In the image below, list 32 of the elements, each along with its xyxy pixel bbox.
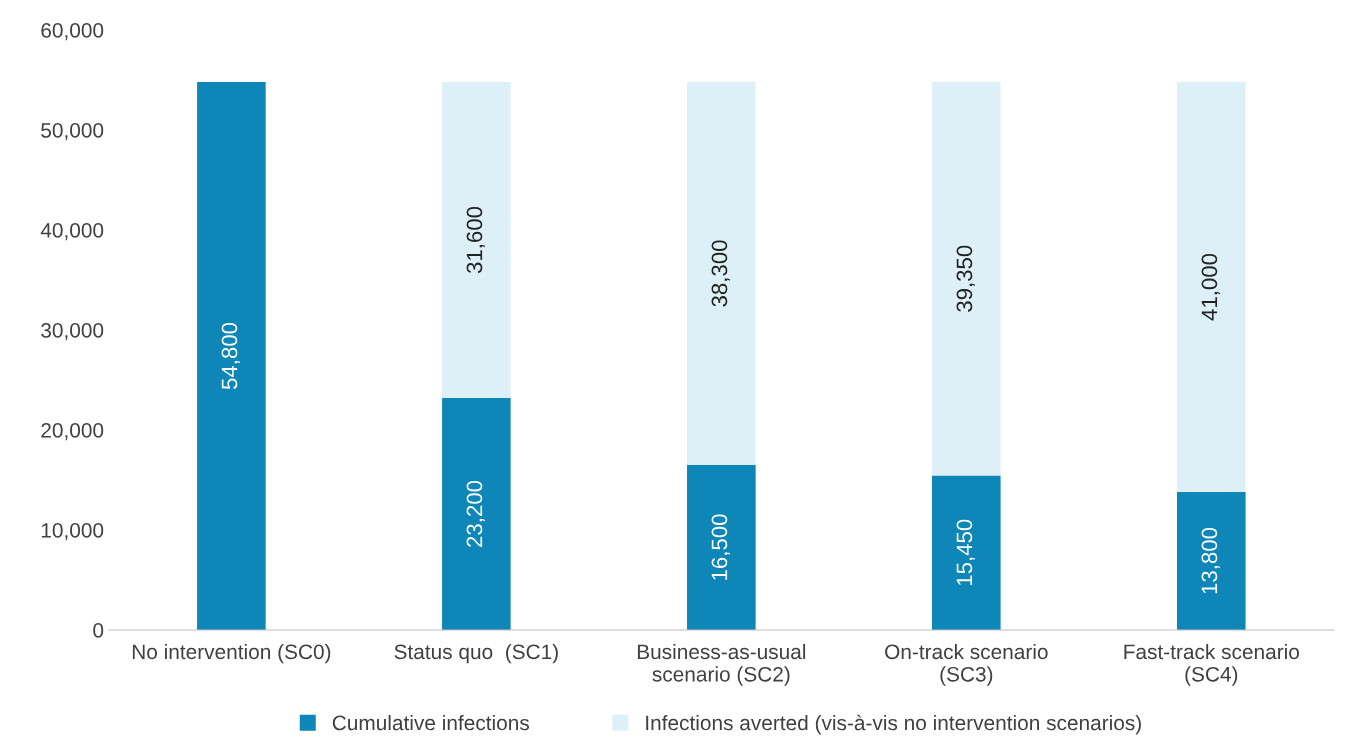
data-label: 38,300 xyxy=(711,240,730,307)
y-tick-label: 50,000 xyxy=(41,123,104,141)
y-tick-label: 20,000 xyxy=(41,423,104,441)
y-tick-label: 10,000 xyxy=(41,523,104,541)
y-tick-label: 40,000 xyxy=(40,223,104,241)
bar xyxy=(932,475,1001,630)
data-label: 15,450 xyxy=(956,519,975,586)
data-label: 41,000 xyxy=(1201,253,1220,321)
bar xyxy=(687,82,756,465)
y-tick-label: 30,000 xyxy=(41,323,104,341)
data-label: 23,200 xyxy=(466,480,485,547)
data-label: 31,600 xyxy=(466,206,485,274)
bar xyxy=(687,465,756,630)
x-tick-label: Status quo (SC1) xyxy=(394,643,558,664)
legend-label: Infections averted (vis-à-vis no intervention scenarios) xyxy=(646,714,1141,735)
bar xyxy=(932,82,1001,476)
bar xyxy=(197,82,266,630)
bar xyxy=(442,398,511,630)
data-label: 39,350 xyxy=(956,245,975,312)
x-tick-label: Fast-track scenario (SC4) xyxy=(1124,643,1299,686)
data-label: 54,800 xyxy=(221,322,240,390)
bar xyxy=(1176,82,1246,492)
bar xyxy=(442,82,511,398)
legend-label: Cumulative infections xyxy=(332,714,529,731)
data-label: 13,800 xyxy=(1201,527,1220,594)
x-tick-label: Business-as-usual scenario (SC2) xyxy=(637,643,806,686)
x-tick-label: On-track scenario (SC3) xyxy=(885,643,1048,686)
data-label: 16,500 xyxy=(711,514,730,580)
y-tick-label: 60,000 xyxy=(41,23,104,41)
y-tick-label: 0 xyxy=(93,623,104,638)
x-tick-label: No intervention (SC0) xyxy=(132,643,331,664)
bar xyxy=(1176,492,1246,630)
